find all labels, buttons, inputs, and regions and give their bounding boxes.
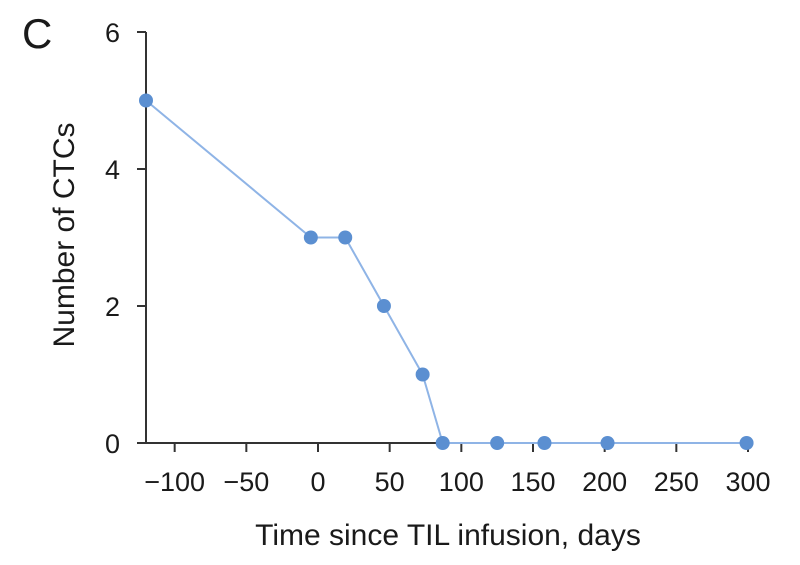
y-tick-label: 2 [105,292,120,322]
x-tick-label: 0 [310,467,325,497]
x-tick-label: −100 [144,467,205,497]
x-tick-label: 300 [725,467,770,497]
data-point [303,230,318,245]
data-point [600,436,615,450]
data-point [139,93,153,108]
y-tick-label: 4 [105,155,120,185]
x-tick-label: −50 [223,467,269,497]
x-tick-label: 150 [510,467,555,497]
y-tick-label: 0 [105,429,120,459]
x-tick-label: 200 [582,467,627,497]
panel-label: C [22,10,52,57]
x-tick-label: 100 [439,467,484,497]
x-axis-label: Time since TIL infusion, days [255,519,641,552]
y-tick-label: 6 [105,18,120,48]
data-point [338,230,353,245]
data-point [415,367,430,382]
data-point [490,436,505,450]
x-tick-label: 50 [375,467,405,497]
data-point [537,436,552,450]
series-line [145,99,747,444]
y-axis-label: Number of CTCs [48,122,81,347]
series-group [139,93,754,450]
data-point [435,436,450,450]
data-point [739,436,754,450]
x-axis-ticks: −100 −50 0 50 100 150 200 250 300 [144,443,771,497]
data-point [376,299,391,313]
x-tick-label: 250 [654,467,699,497]
y-axis-ticks: 0 2 4 6 [105,18,146,459]
axes [145,32,752,444]
